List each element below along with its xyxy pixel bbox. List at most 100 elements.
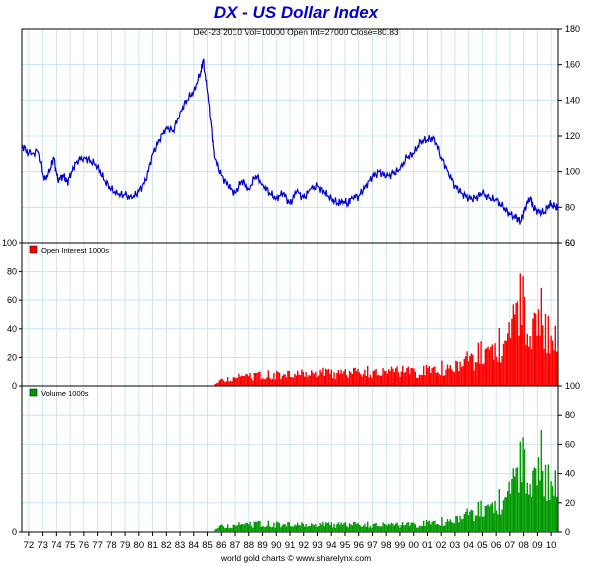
volume-bar [304,526,306,532]
oi-bar [225,381,227,386]
volume-bar [439,525,442,532]
oi-bar [537,309,540,386]
oi-bar [462,366,464,386]
oi-bar [530,349,533,386]
x-tick-label: 93 [312,540,323,551]
oi-bar [218,380,220,386]
volume-bar [290,526,292,532]
oi-bar [438,373,440,386]
volume-bar [292,526,295,532]
oi-bar [336,373,338,386]
volume-bar [374,523,376,532]
oi-bar [390,366,393,386]
volume-bar [355,524,358,532]
oi-bar [259,371,261,386]
volume-bar [459,516,461,532]
volume-bar [229,527,232,532]
volume-bar [535,468,537,532]
oi-bar [295,375,297,386]
volume-bar [509,493,512,532]
oi-bar [290,377,292,386]
x-tick-label: 77 [92,540,103,551]
right-tick-label: 40 [565,469,575,479]
oi-bar [551,340,554,386]
volume-bar [434,520,436,532]
volume-bar [379,526,381,532]
oi-bar [423,365,425,386]
oi-bar [372,370,374,386]
volume-bar [542,471,544,532]
oi-bar [306,377,309,386]
volume-bar [546,500,548,532]
x-tick-label: 73 [37,540,48,551]
oi-bar [427,367,429,386]
x-tick-label: 94 [326,540,337,551]
volume-bar [246,523,248,532]
volume-bar [382,522,384,532]
x-tick-label: 81 [147,540,158,551]
volume-bar [337,522,339,532]
oi-bar [351,374,353,386]
volume-bar [494,501,496,532]
oi-bar [453,372,456,386]
oi-bar [255,373,257,386]
volume-bar [389,524,391,532]
volume-bar [553,495,555,532]
volume-bar [431,521,433,532]
oi-bar [284,374,286,386]
oi-bar [346,375,348,386]
volume-bar [297,522,299,532]
oi-bar [479,363,481,386]
x-tick-label: 03 [450,540,461,551]
volume-bar [438,524,440,532]
volume-bar [306,526,309,532]
oi-bar [404,372,407,386]
oi-bar [467,361,470,386]
oi-bar [424,375,426,386]
volume-bar [369,526,372,532]
oi-bar [547,316,549,386]
volume-bar [308,525,310,532]
oi-bar [357,369,359,386]
volume-bar [255,521,257,532]
oi-bar [543,348,545,386]
x-tick-label: 75 [65,540,76,551]
oi-bar [274,379,276,386]
volume-bar [504,497,506,532]
volume-bar [358,524,360,532]
oi-legend-swatch [29,245,38,254]
volume-bar [313,525,316,532]
oi-bar [518,335,520,386]
volume-bar [551,485,554,532]
oi-bar [481,364,484,386]
price-tick-label: 160 [565,60,580,70]
oi-bar [354,367,356,386]
oi-bar [271,378,274,386]
oi-bar [378,374,380,386]
oi-bar [540,287,542,386]
volume-bar [248,524,250,532]
oi-bar [406,368,408,386]
volume-legend-swatch [29,388,38,397]
grid-lines [22,28,558,533]
price-tick-label: 180 [565,24,580,34]
oi-bar [341,373,344,386]
oi-bar [309,375,311,386]
oi-bar [329,374,331,386]
x-tick-label: 91 [285,540,296,551]
oi-bar [362,373,365,386]
oi-bar [249,372,251,386]
oi-bar [260,379,262,386]
oi-bar [250,378,253,386]
volume-bar [501,509,503,532]
oi-bar [550,335,552,386]
volume-bar [518,492,520,532]
oi-bar [488,349,491,386]
oi-bar [521,325,523,386]
oi-bar [252,380,254,386]
volume-bar [273,522,275,532]
volume-bar [276,521,278,532]
volume-bar [427,521,429,532]
oi-bar [311,370,313,386]
oi-bar [383,370,386,386]
